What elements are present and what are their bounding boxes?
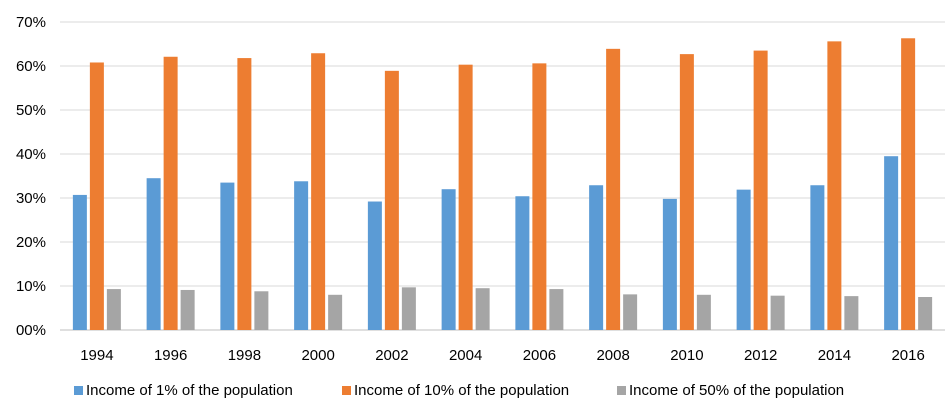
bar xyxy=(311,53,326,331)
legend: Income of 1% of the population Income of … xyxy=(74,382,844,399)
y-tick-label: 20% xyxy=(16,234,46,251)
y-tick-label: 10% xyxy=(16,278,46,295)
y-tick-label: 00% xyxy=(16,322,46,339)
y-tick-label: 40% xyxy=(16,146,46,163)
legend-label: Income of 50% of the population xyxy=(629,382,844,399)
x-tick-label: 2014 xyxy=(818,347,851,364)
y-tick-label: 30% xyxy=(16,190,46,207)
bar xyxy=(884,156,899,330)
bar xyxy=(475,288,490,330)
bar xyxy=(384,70,399,330)
x-tick-label: 2012 xyxy=(744,347,777,364)
bar xyxy=(163,56,178,330)
bar xyxy=(532,63,547,331)
bar xyxy=(237,58,252,331)
bar xyxy=(844,296,859,330)
bar xyxy=(515,196,530,330)
bar xyxy=(901,38,916,330)
bar xyxy=(918,297,933,330)
bars xyxy=(72,38,933,331)
bar xyxy=(810,185,825,330)
bar xyxy=(254,291,269,330)
bar xyxy=(328,294,343,330)
y-tick-label: 50% xyxy=(16,102,46,119)
gridlines xyxy=(60,21,945,331)
bar xyxy=(549,289,564,330)
bar xyxy=(770,295,785,330)
bar xyxy=(401,287,416,330)
bar xyxy=(458,64,473,331)
bar xyxy=(753,50,768,330)
x-tick-label: 2000 xyxy=(301,347,334,364)
x-tick-label: 2004 xyxy=(449,347,482,364)
bar xyxy=(441,189,456,330)
legend-swatch xyxy=(342,386,351,395)
bar xyxy=(220,182,235,330)
x-tick-label: 2016 xyxy=(891,347,924,364)
x-tick-label: 2008 xyxy=(596,347,629,364)
bar xyxy=(106,289,121,330)
bar xyxy=(180,289,195,330)
x-tick-label: 1998 xyxy=(228,347,261,364)
bar xyxy=(623,294,638,330)
bar xyxy=(72,194,87,330)
bar xyxy=(294,181,309,330)
legend-label: Income of 10% of the population xyxy=(354,382,569,399)
bar xyxy=(89,62,104,330)
bar xyxy=(146,178,161,330)
y-tick-label: 60% xyxy=(16,58,46,75)
bar xyxy=(696,294,711,330)
x-tick-label: 2006 xyxy=(523,347,556,364)
bar xyxy=(606,48,621,331)
legend-label: Income of 1% of the population xyxy=(86,382,293,399)
legend-swatch xyxy=(74,386,83,395)
x-tick-label: 2010 xyxy=(670,347,703,364)
x-tick-label: 2002 xyxy=(375,347,408,364)
legend-item: Income of 1% of the population xyxy=(74,382,293,399)
legend-item: Income of 10% of the population xyxy=(342,382,569,399)
bar xyxy=(589,185,604,330)
y-tick-label: 70% xyxy=(16,14,46,31)
bar xyxy=(736,189,751,330)
bar xyxy=(662,198,677,330)
bar xyxy=(679,54,694,331)
legend-swatch xyxy=(617,386,626,395)
x-tick-label: 1994 xyxy=(80,347,113,364)
bar xyxy=(827,41,842,331)
x-tick-label: 1996 xyxy=(154,347,187,364)
legend-item: Income of 50% of the population xyxy=(617,382,844,399)
bar xyxy=(367,201,382,330)
